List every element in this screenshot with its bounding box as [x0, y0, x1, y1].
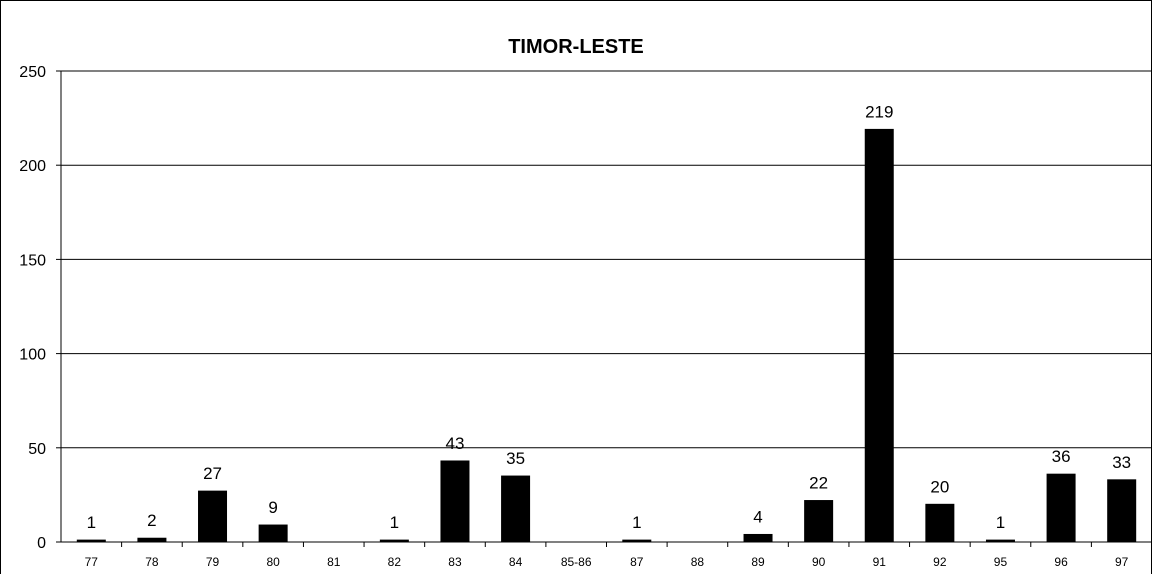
bar	[864, 128, 894, 543]
data-label: 20	[930, 477, 949, 496]
x-tick-label: 90	[812, 555, 826, 569]
y-tick-label: 100	[19, 347, 46, 364]
x-tick-label: 77	[85, 555, 99, 569]
x-tick-label: 95	[994, 555, 1008, 569]
x-tick-label: 78	[145, 555, 159, 569]
bar	[804, 500, 834, 543]
bar	[198, 490, 228, 543]
x-tick-label: 97	[1115, 555, 1129, 569]
data-label: 27	[203, 464, 222, 483]
bar	[258, 524, 288, 543]
bars	[76, 128, 1137, 543]
bar	[1107, 479, 1137, 543]
bar	[925, 503, 955, 543]
x-tick-label: 79	[206, 555, 220, 569]
x-tick-label: 96	[1054, 555, 1068, 569]
y-tick-label: 250	[19, 64, 46, 81]
data-label: 9	[268, 498, 277, 517]
bar	[743, 533, 773, 543]
data-label: 43	[446, 434, 465, 453]
x-tick-label: 87	[630, 555, 644, 569]
data-label: 1	[996, 513, 1005, 532]
data-label: 219	[865, 102, 893, 121]
axes: 0 50 100 150 200 250 77 78 79 80 81 82 83 84 85-86 87 88…	[19, 64, 1152, 569]
data-label: 22	[809, 474, 828, 493]
gridlines	[61, 70, 1152, 449]
x-tick-label: 88	[691, 555, 705, 569]
x-tick-label: 82	[388, 555, 402, 569]
y-tick-label: 150	[19, 252, 46, 269]
x-tick-label: 85-86	[561, 555, 592, 569]
data-label: 33	[1112, 453, 1131, 472]
data-label: 4	[753, 507, 762, 526]
chart-title: TIMOR-LESTE	[508, 36, 644, 58]
bar	[137, 537, 167, 543]
x-tick-label: 92	[933, 555, 947, 569]
x-tick-label: 91	[873, 555, 887, 569]
data-label: 36	[1052, 447, 1071, 466]
y-tick-label: 0	[37, 535, 46, 552]
data-label: 1	[390, 513, 399, 532]
x-tick-label: 80	[266, 555, 280, 569]
bar	[440, 460, 470, 543]
data-label: 1	[632, 513, 641, 532]
data-labels: 1 2 27 9 1 43 35 1 4 22 219 20 1 36 33	[87, 102, 1132, 532]
data-label: 35	[506, 449, 525, 468]
data-label: 1	[87, 513, 96, 532]
y-tick-label: 50	[28, 441, 46, 458]
bar	[1046, 473, 1076, 543]
x-tick-label: 81	[327, 555, 341, 569]
x-tick-label: 83	[448, 555, 462, 569]
bar	[501, 475, 531, 543]
x-tick-label: 89	[751, 555, 765, 569]
y-tick-label: 200	[19, 158, 46, 175]
x-tick-label: 84	[509, 555, 523, 569]
data-label: 2	[147, 511, 156, 530]
